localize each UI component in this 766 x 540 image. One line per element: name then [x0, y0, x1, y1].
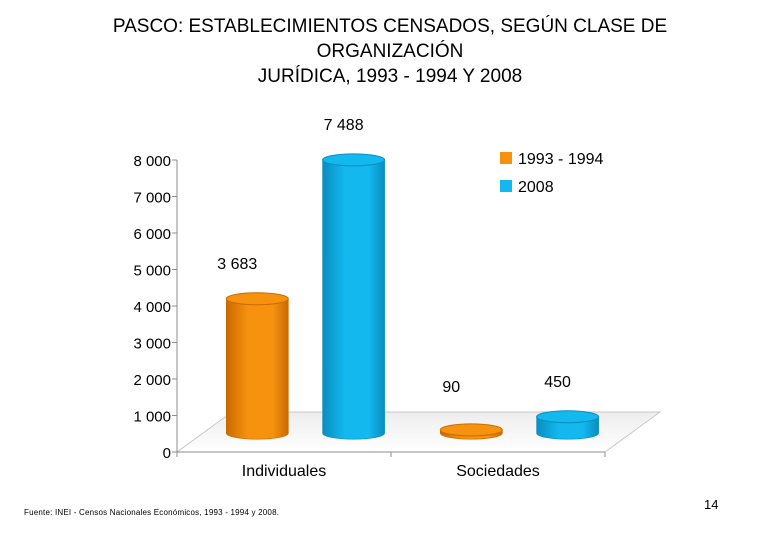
title-line-3: JURÍDICA, 1993 - 1994 Y 2008: [257, 66, 523, 87]
y-tick-label: 5 000: [133, 263, 171, 280]
bar-top-cap: [439, 423, 503, 437]
data-label: 90: [442, 379, 460, 396]
y-tick-label: 3 000: [133, 336, 171, 353]
page-number: 14: [704, 497, 719, 512]
data-label: 3 683: [217, 256, 257, 273]
bar-sociedades-2008: [536, 410, 600, 440]
bar-top-cap: [536, 410, 600, 424]
legend-swatch: [500, 152, 512, 164]
y-tick-label: 0: [163, 445, 171, 462]
y-tick-label: 1 000: [133, 409, 171, 426]
title-line-1: PASCO: ESTABLECIMIENTOS CENSADOS, SEGÚN …: [112, 16, 668, 37]
bar-individuales-2008: [322, 153, 386, 440]
y-tick-label: 4 000: [133, 299, 171, 316]
bar-top-cap: [225, 292, 289, 306]
chart-title: PASCO: ESTABLECIMIENTOS CENSADOS, SEGÚN …: [40, 14, 740, 89]
title-line-2: ORGANIZACIÓN: [316, 41, 464, 62]
legend-label: 2008: [518, 179, 554, 196]
data-label: 450: [544, 374, 571, 391]
x-tick-label: Sociedades: [456, 463, 540, 480]
y-tick-label: 2 000: [133, 372, 171, 389]
source-footnote: Fuente: INEI - Censos Nacionales Económi…: [24, 508, 280, 517]
bar-body: [322, 159, 385, 440]
bar-body: [226, 298, 289, 440]
legend-label: 1993 - 1994: [518, 151, 604, 168]
y-tick-label: 8 000: [133, 153, 171, 170]
bar-individuales-1993-1994: [225, 292, 289, 440]
y-tick-label: 6 000: [133, 226, 171, 243]
data-label: 7 488: [324, 117, 364, 134]
bar-top-cap: [322, 153, 386, 167]
bar-sociedades-1993-1994: [439, 423, 503, 440]
legend-swatch: [500, 180, 512, 192]
y-tick-label: 7 000: [133, 190, 171, 207]
x-tick-label: Individuales: [242, 463, 327, 480]
